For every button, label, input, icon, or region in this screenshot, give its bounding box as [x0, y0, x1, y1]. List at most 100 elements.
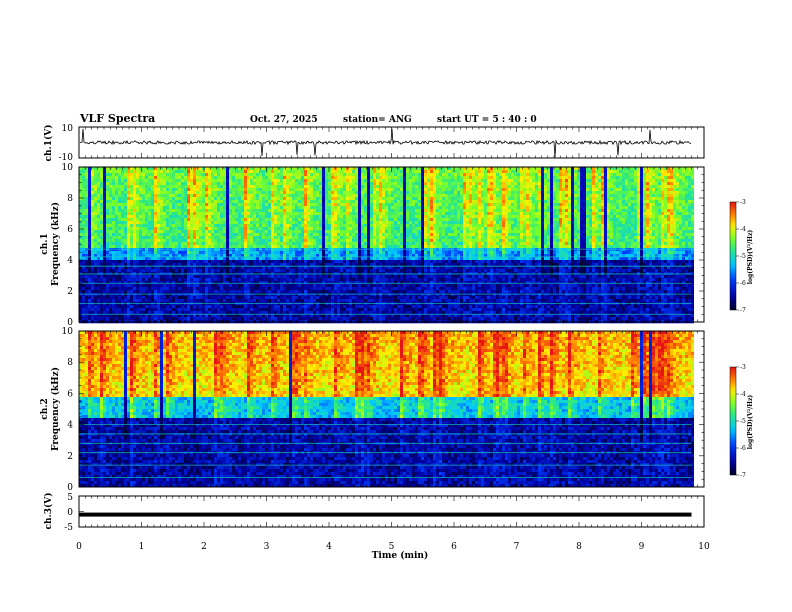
- spectrogram-cell: [157, 287, 160, 291]
- spectrogram-cell: [85, 191, 88, 195]
- spectrogram-cell: [331, 317, 334, 321]
- spectrogram-cell: [106, 284, 109, 288]
- spectrogram-cell: [91, 296, 94, 300]
- spectrogram-cell: [196, 293, 199, 297]
- spectrogram-cell: [181, 278, 184, 282]
- spectrogram-cell: [145, 167, 148, 171]
- spectrogram-cell: [334, 173, 337, 177]
- spectrogram-cell: [145, 290, 148, 294]
- spectrogram-cell: [124, 212, 127, 216]
- spectrogram-cell: [88, 239, 91, 243]
- spectrogram-cell: [304, 233, 307, 237]
- spectrogram-cell: [112, 191, 115, 195]
- spectrogram-cell: [352, 203, 355, 207]
- spectrogram-cell: [235, 266, 238, 270]
- spectrogram-cell: [337, 236, 340, 240]
- spectrogram-cell: [169, 230, 172, 234]
- spectrogram-cell: [121, 233, 124, 237]
- spectrogram-cell: [127, 314, 130, 318]
- spectrogram-cell: [148, 284, 151, 288]
- spectrogram-cell: [205, 287, 208, 291]
- spectrogram-cell: [292, 311, 295, 315]
- spectrogram-cell: [199, 212, 202, 216]
- spectrogram-cell: [103, 284, 106, 288]
- spectrogram-cell: [163, 179, 166, 183]
- spectrogram-cell: [313, 185, 316, 189]
- spectrogram-cell: [274, 167, 277, 171]
- spectrogram-cell: [346, 266, 349, 270]
- spectrogram-cell: [127, 179, 130, 183]
- spectrogram-cell: [241, 281, 244, 285]
- spectrogram-cell: [217, 284, 220, 288]
- spectrogram-cell: [241, 308, 244, 312]
- spectrogram-cell: [112, 218, 115, 222]
- spectrogram-cell: [133, 215, 136, 219]
- spectrogram-cell: [79, 170, 82, 174]
- spectrogram-cell: [175, 239, 178, 243]
- spectrogram-cell: [226, 290, 229, 294]
- spectrogram-cell: [274, 188, 277, 192]
- spectrogram-cell: [226, 170, 229, 174]
- spectrogram-cell: [118, 266, 121, 270]
- spectrogram-cell: [157, 275, 160, 279]
- spectrogram-cell: [262, 305, 265, 309]
- spectrogram-cell: [262, 227, 265, 231]
- spectrogram-cell: [241, 293, 244, 297]
- spectrogram-cell: [304, 176, 307, 180]
- spectrogram-cell: [253, 251, 256, 255]
- spectrogram-cell: [223, 317, 226, 321]
- spectrogram-cell: [214, 176, 217, 180]
- spectrogram-cell: [169, 224, 172, 228]
- spectrogram-cell: [154, 212, 157, 216]
- spectrogram-cell: [208, 182, 211, 186]
- spectrogram-cell: [196, 281, 199, 285]
- spectrogram-cell: [88, 236, 91, 240]
- spectrogram-cell: [208, 170, 211, 174]
- spectrogram-cell: [139, 206, 142, 210]
- spectrogram-cell: [349, 233, 352, 237]
- spectrogram-cell: [160, 269, 163, 273]
- spectrogram-cell: [346, 173, 349, 177]
- spectrogram-cell: [193, 188, 196, 192]
- spectrogram-cell: [253, 239, 256, 243]
- spectrogram-cell: [160, 179, 163, 183]
- spectrogram-cell: [280, 239, 283, 243]
- spectrogram-cell: [88, 188, 91, 192]
- spectrogram-cell: [316, 311, 319, 315]
- spectrogram-cell: [280, 317, 283, 321]
- spectrogram-cell: [118, 275, 121, 279]
- spectrogram-cell: [262, 215, 265, 219]
- spectrogram-cell: [220, 194, 223, 198]
- spectrogram-cell: [277, 275, 280, 279]
- spectrogram-cell: [130, 248, 133, 252]
- spectrogram-cell: [181, 305, 184, 309]
- spectrogram-cell: [178, 233, 181, 237]
- spectrogram-cell: [169, 242, 172, 246]
- spectrogram-cell: [313, 230, 316, 234]
- spectrogram-cell: [100, 233, 103, 237]
- spectrogram-cell: [82, 233, 85, 237]
- spectrogram-cell: [208, 167, 211, 171]
- spectrogram-cell: [244, 287, 247, 291]
- spectrogram-cell: [178, 308, 181, 312]
- spectrogram-cell: [79, 251, 82, 255]
- spectrogram-cell: [238, 194, 241, 198]
- spectrogram-cell: [310, 245, 313, 249]
- spectrogram-cell: [160, 239, 163, 243]
- spectrogram-cell: [340, 230, 343, 234]
- spectrogram-cell: [136, 254, 139, 258]
- spectrogram-cell: [265, 176, 268, 180]
- spectrogram-cell: [262, 296, 265, 300]
- spectrogram-cell: [265, 203, 268, 207]
- spectrogram-cell: [106, 233, 109, 237]
- spectrogram-cell: [178, 197, 181, 201]
- spectrogram-cell: [202, 293, 205, 297]
- spectrogram-cell: [235, 314, 238, 318]
- spectrogram-cell: [187, 251, 190, 255]
- spectrogram-cell: [118, 209, 121, 213]
- spectrogram-cell: [223, 227, 226, 231]
- spectrogram-cell: [151, 314, 154, 318]
- spectrogram-cell: [241, 197, 244, 201]
- spectrogram-cell: [256, 296, 259, 300]
- spectrogram-cell: [163, 275, 166, 279]
